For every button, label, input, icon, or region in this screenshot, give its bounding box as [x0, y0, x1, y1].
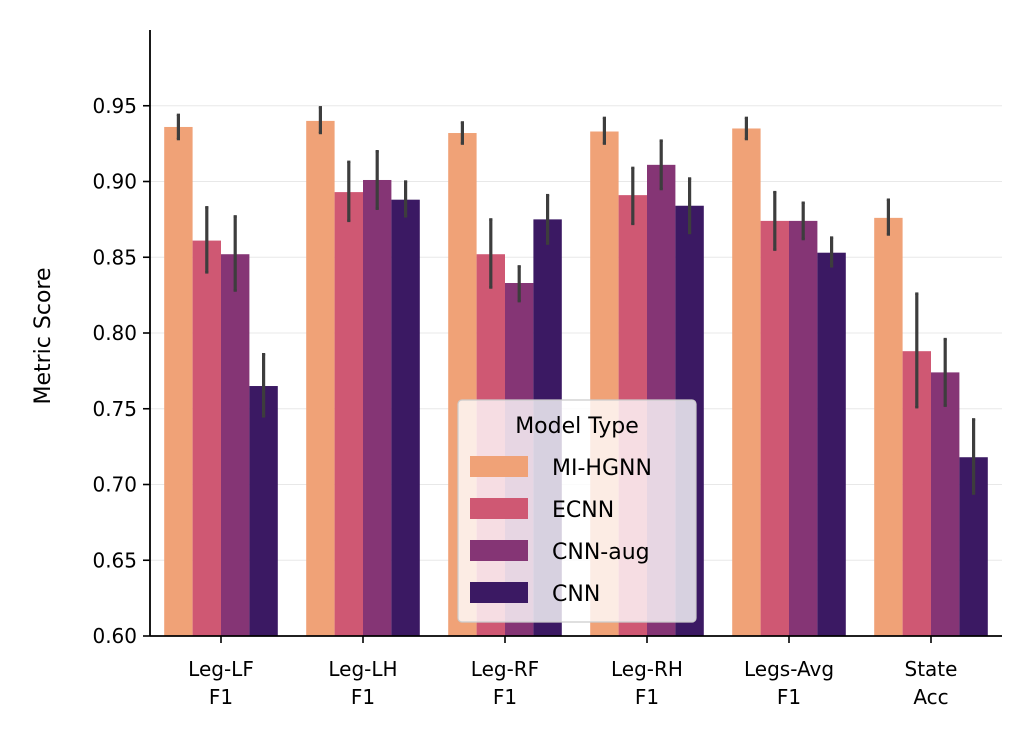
legend-label: CNN-aug: [552, 540, 650, 565]
x-tick-label: F1: [351, 685, 375, 709]
bar: [391, 199, 420, 636]
y-tick-label: 0.65: [92, 548, 137, 572]
bar: [249, 386, 278, 636]
y-tick-label: 0.85: [92, 245, 137, 269]
bar: [306, 120, 335, 636]
y-tick-label: 0.95: [92, 94, 137, 118]
bar: [192, 240, 221, 636]
y-tick-label: 0.80: [92, 321, 137, 345]
x-tick-label: Leg-RH: [611, 657, 683, 681]
bar: [874, 217, 903, 637]
bar: [732, 128, 761, 636]
x-tick-label: F1: [209, 685, 233, 709]
error-bars: [176, 106, 976, 495]
x-tick-label: F1: [777, 685, 801, 709]
legend-title: Model Type: [515, 414, 639, 439]
x-tick-label: Acc: [913, 685, 948, 709]
tick-labels: 0.60 0.65 0.70 0.75 0.80 0.85 0.90 0.95 Leg-LF F1…: [92, 94, 957, 709]
x-tick-label: F1: [493, 685, 517, 709]
x-tick-label: Leg-LH: [328, 657, 397, 681]
bar: [334, 192, 363, 637]
y-tick-label: 0.70: [92, 473, 137, 497]
x-tick-label: F1: [635, 685, 659, 709]
bar: [931, 372, 960, 636]
legend-label: ECNN: [552, 498, 614, 523]
bar: [221, 254, 250, 636]
x-tick-label: Legs-Avg: [744, 657, 834, 681]
x-tick-label: Leg-RF: [471, 657, 539, 681]
x-tick-label: Leg-LF: [188, 657, 254, 681]
legend-swatch: [470, 582, 528, 603]
axes: [143, 30, 1002, 643]
legend-swatch: [470, 540, 528, 561]
bar: [760, 220, 789, 636]
bar: [363, 179, 392, 637]
legend-swatch: [470, 456, 528, 477]
bars: [164, 120, 988, 637]
y-tick-label: 0.75: [92, 397, 137, 421]
bar: [817, 252, 846, 636]
legend: Model Type MI-HGNN ECNN CNN-aug CNN: [457, 399, 697, 623]
legend-label: MI-HGNN: [552, 456, 652, 481]
legend-swatch: [470, 498, 528, 519]
x-tick-label: State: [905, 657, 958, 681]
bar: [789, 220, 818, 636]
y-tick-label: 0.90: [92, 170, 137, 194]
y-tick-label: 0.60: [92, 624, 137, 648]
y-axis-label: Metric Score: [31, 267, 56, 404]
bar: [164, 126, 193, 637]
legend-label: CNN: [552, 582, 600, 607]
legend-frame: [457, 399, 697, 623]
